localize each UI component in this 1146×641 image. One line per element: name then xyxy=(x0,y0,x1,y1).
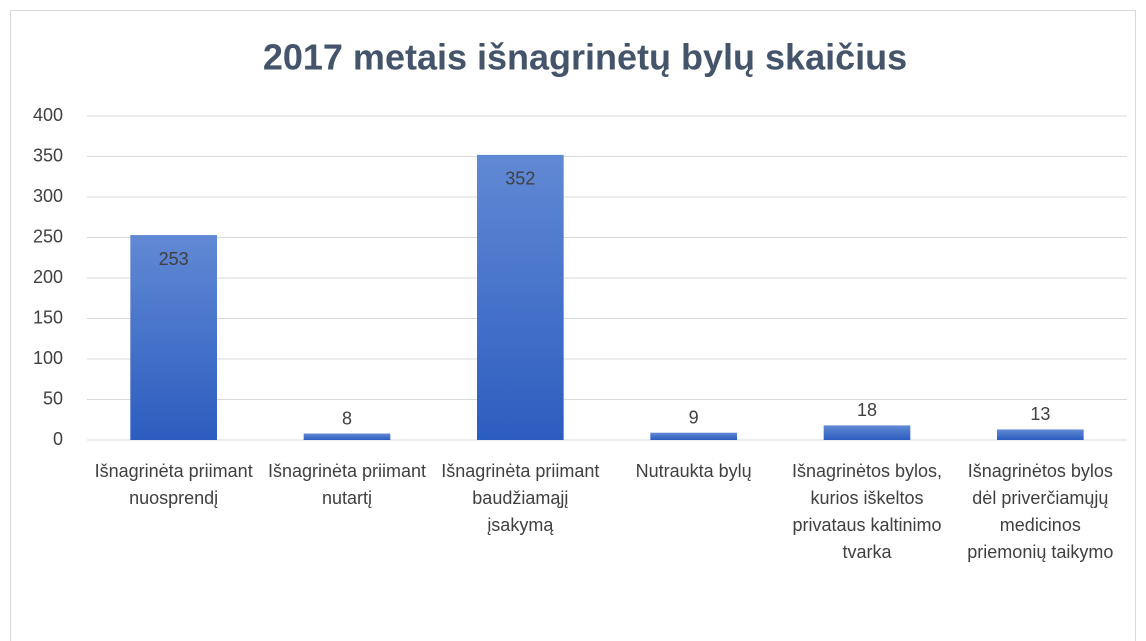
x-tick-label: Išnagrinėtos bylos, kurios iškeltos priv… xyxy=(791,461,943,562)
bar xyxy=(303,433,391,440)
bar xyxy=(823,425,911,440)
chart-border xyxy=(10,10,1136,641)
data-label: 8 xyxy=(342,408,352,428)
x-tick-label: Išnagrinėtos bylos dėl priverčiamųjų med… xyxy=(967,461,1114,562)
y-tick-label: 50 xyxy=(43,388,63,408)
y-tick-label: 200 xyxy=(33,267,63,287)
data-label: 18 xyxy=(857,400,877,420)
y-tick-label: 250 xyxy=(33,226,63,246)
x-tick-label: Nutraukta bylų xyxy=(635,461,752,481)
data-label: 9 xyxy=(689,407,699,427)
bar xyxy=(477,154,564,440)
x-tick-label: Išnagrinėta priimant baudžiamąjį įsakymą xyxy=(441,461,600,535)
x-tick-label: Išnagrinėta priimant nuosprendį xyxy=(94,461,253,508)
y-tick-label: 350 xyxy=(33,145,63,165)
y-tick-label: 150 xyxy=(33,307,63,327)
bar xyxy=(130,235,217,440)
chart-title: 2017 metais išnagrinėtų bylų skaičius xyxy=(263,37,907,78)
data-label: 352 xyxy=(505,169,535,189)
bar xyxy=(650,432,737,440)
bar xyxy=(997,429,1084,440)
x-tick-label: Išnagrinėta priimant nutartį xyxy=(267,461,427,508)
y-tick-label: 300 xyxy=(33,186,63,206)
y-tick-label: 0 xyxy=(53,429,63,449)
data-label: 13 xyxy=(1030,404,1050,424)
data-label: 253 xyxy=(159,249,189,269)
y-tick-label: 400 xyxy=(33,105,63,125)
y-tick-label: 100 xyxy=(33,348,63,368)
